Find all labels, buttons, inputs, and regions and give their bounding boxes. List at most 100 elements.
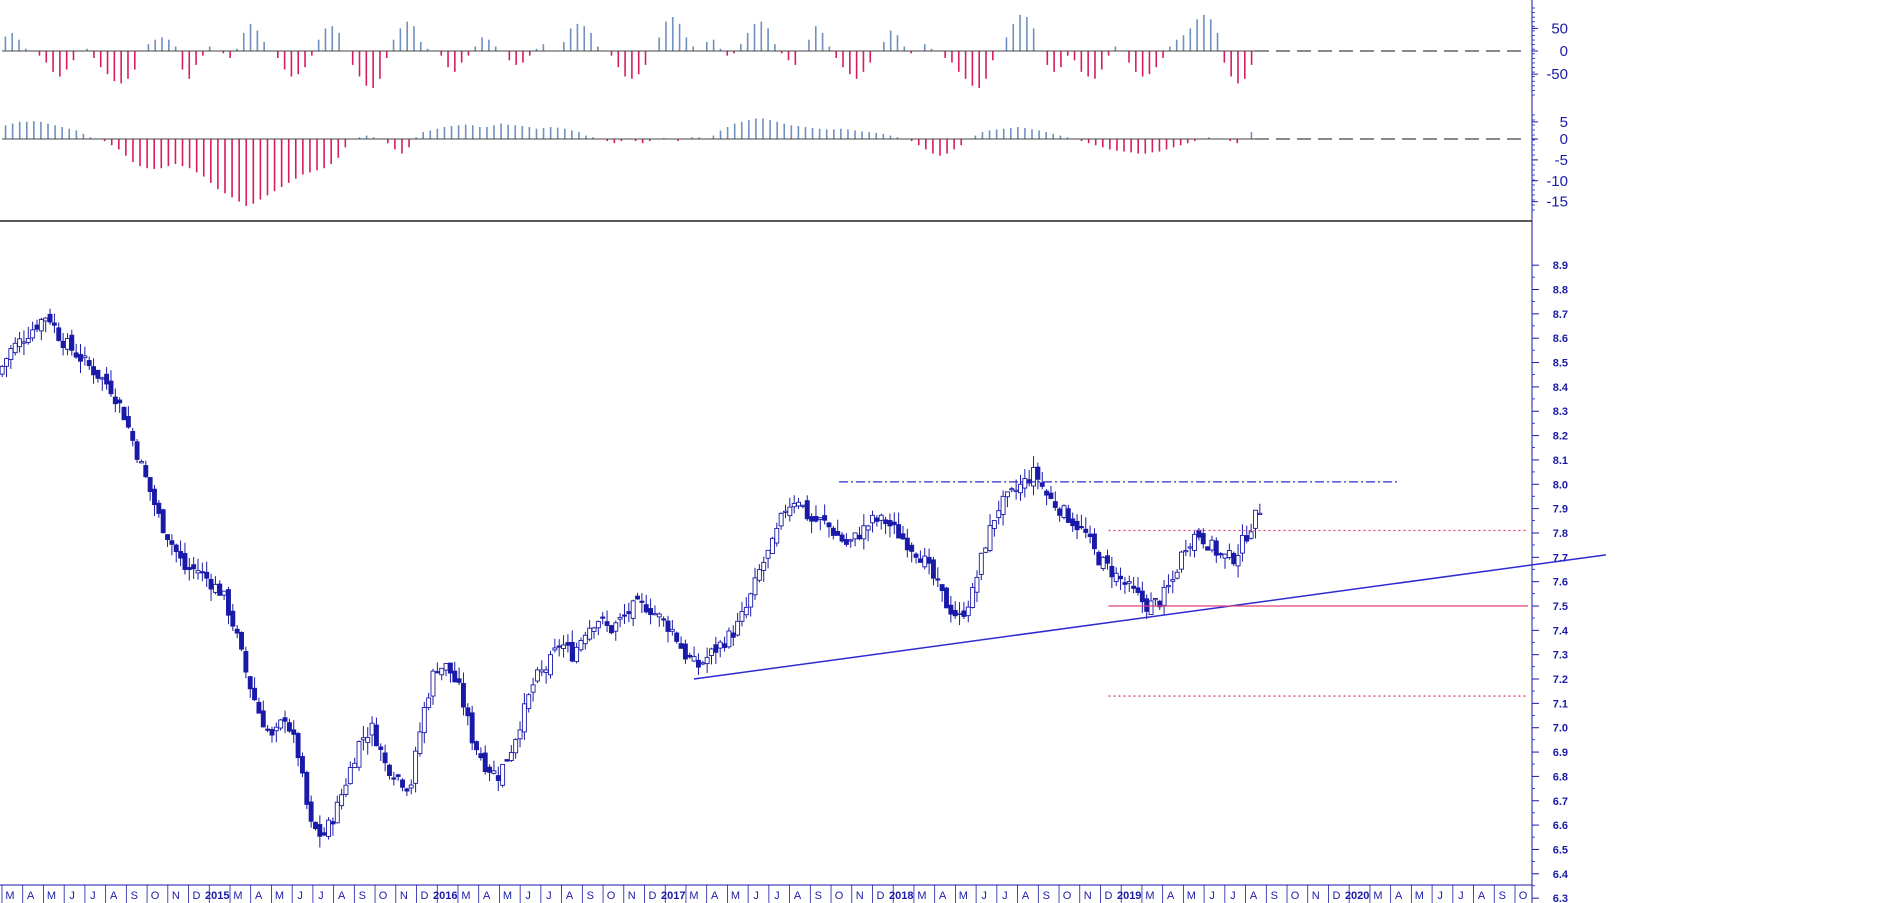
candle-body [1244,535,1250,542]
candle-body [69,334,75,351]
time-label: A [338,890,346,902]
candle-body [978,552,984,575]
candle-body [487,766,493,773]
price-tick-label: 7.6 [1553,577,1568,589]
candle-body [691,656,697,662]
candle-body [352,762,358,769]
time-label: J [1002,890,1008,902]
candle-body [182,553,188,570]
candle-body [169,540,175,545]
candle-body [578,639,584,651]
candle-body [1035,466,1041,480]
time-label: O [379,890,388,902]
candle-body [217,583,223,596]
candle-body [961,610,967,617]
candle-body [278,719,284,729]
time-label: O [1063,890,1072,902]
time-axis: M A M J J A S O N D 2015 M A M J J A S O N D 2016 M A M J J A S O N D 20… [1,885,1528,903]
candle-body [343,784,349,795]
price-tick-label: 8.9 [1553,260,1568,272]
candle-body [260,710,266,728]
time-label: M [959,890,968,902]
candle-body [1070,518,1076,527]
candle-body [1052,501,1058,508]
candle-body [43,317,49,322]
candle-body [1248,531,1254,539]
candle-body [874,517,880,522]
time-label: J [546,890,552,902]
price-tick-label: 8.2 [1553,431,1568,443]
time-label: J [1458,890,1464,902]
candle-body [1018,483,1023,494]
candle-body [230,610,236,627]
candle-body [970,587,976,608]
candle-body [765,549,771,559]
candle-body [574,646,580,663]
price-tick-label: 6.8 [1553,771,1568,783]
candle-body [65,338,70,350]
time-label: S [131,890,138,902]
candle-body [339,794,345,807]
candle-body [1231,552,1237,565]
candle-body [160,509,166,534]
candle-body [870,514,875,524]
time-label: M [731,890,740,902]
time-label: A [110,890,118,902]
candle-body [661,618,667,621]
candle-body [769,537,775,554]
candle-body [896,524,902,539]
candle-body [60,340,66,348]
time-label: M [1145,890,1154,902]
candle-body [865,525,871,531]
time-label: M [275,890,284,902]
candle-body [117,399,123,404]
candle-body [234,628,240,634]
candle-body [843,539,849,545]
price-tick-label: 7.1 [1553,698,1568,710]
candle-body [835,531,841,536]
time-label: D [1105,890,1113,902]
time-label: D [193,890,201,902]
candle-body [47,313,53,323]
candle-body [996,510,1002,519]
candle-body [952,609,958,617]
candle-body [939,584,945,592]
candle-body [900,533,906,540]
candle-body [696,659,701,668]
candle-body [944,587,949,609]
time-label: D [421,890,429,902]
candle-body [1061,505,1067,518]
price-axis: 8.98.88.78.68.58.48.38.28.18.07.97.87.77… [1532,260,1569,903]
candle-body [517,729,523,740]
candle-body [417,731,423,755]
candle-body [887,520,893,527]
candle-body [12,342,18,354]
time-label: S [1271,890,1278,902]
candle-body [387,764,392,776]
candle-body [717,641,723,649]
candle-body [304,771,310,805]
osc-tick-label: -10 [1546,173,1568,190]
candle-body [134,441,140,460]
osc-tick-label: -50 [1546,66,1568,83]
oscillator-top-panel: 50 0 -50 [2,7,1568,96]
candle-body [530,684,536,693]
candle-body [935,578,941,581]
candle-body [434,671,440,674]
candle-body [1109,565,1115,578]
candle-body [626,611,632,615]
time-label: M [689,890,698,902]
candle-body [17,338,23,348]
candle-body [1239,534,1245,554]
time-label: M [1373,890,1382,902]
candle-body [957,612,963,615]
candle-body [347,767,353,785]
candle-body [726,630,732,648]
price-tick-label: 8.5 [1553,358,1568,370]
candle-body [909,544,915,552]
candle-body [630,600,636,619]
price-tick-label: 8.6 [1553,333,1568,345]
candle-body [78,354,83,362]
candle-body [282,717,288,722]
